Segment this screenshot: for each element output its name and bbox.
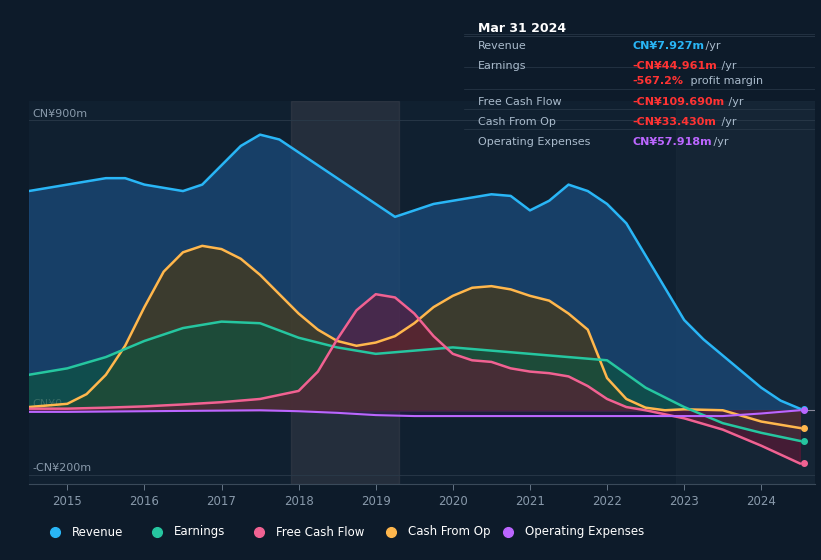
Text: Operating Expenses: Operating Expenses: [525, 525, 644, 539]
Text: -567.2%: -567.2%: [632, 77, 684, 86]
Text: CN¥900m: CN¥900m: [33, 109, 88, 119]
Text: /yr: /yr: [718, 61, 736, 71]
Text: Cash From Op: Cash From Op: [478, 117, 556, 127]
Text: /yr: /yr: [710, 137, 728, 147]
Text: /yr: /yr: [725, 97, 744, 107]
Text: Earnings: Earnings: [174, 525, 225, 539]
Bar: [677, 101, 815, 484]
Text: -CN¥33.430m: -CN¥33.430m: [632, 117, 717, 127]
Text: /yr: /yr: [702, 41, 721, 50]
Text: Free Cash Flow: Free Cash Flow: [478, 97, 562, 107]
Text: Earnings: Earnings: [478, 61, 526, 71]
Text: -CN¥44.961m: -CN¥44.961m: [632, 61, 718, 71]
Text: CN¥7.927m: CN¥7.927m: [632, 41, 704, 50]
Text: Revenue: Revenue: [71, 525, 123, 539]
Text: Operating Expenses: Operating Expenses: [478, 137, 590, 147]
Text: Cash From Op: Cash From Op: [408, 525, 490, 539]
Text: Revenue: Revenue: [478, 41, 526, 50]
Text: -CN¥200m: -CN¥200m: [33, 463, 92, 473]
Text: profit margin: profit margin: [686, 77, 763, 86]
Text: CN¥0: CN¥0: [33, 399, 62, 409]
Bar: [291, 101, 399, 484]
Text: CN¥57.918m: CN¥57.918m: [632, 137, 712, 147]
Text: Mar 31 2024: Mar 31 2024: [478, 22, 566, 35]
Text: Free Cash Flow: Free Cash Flow: [276, 525, 364, 539]
Text: -CN¥109.690m: -CN¥109.690m: [632, 97, 725, 107]
Text: /yr: /yr: [718, 117, 736, 127]
